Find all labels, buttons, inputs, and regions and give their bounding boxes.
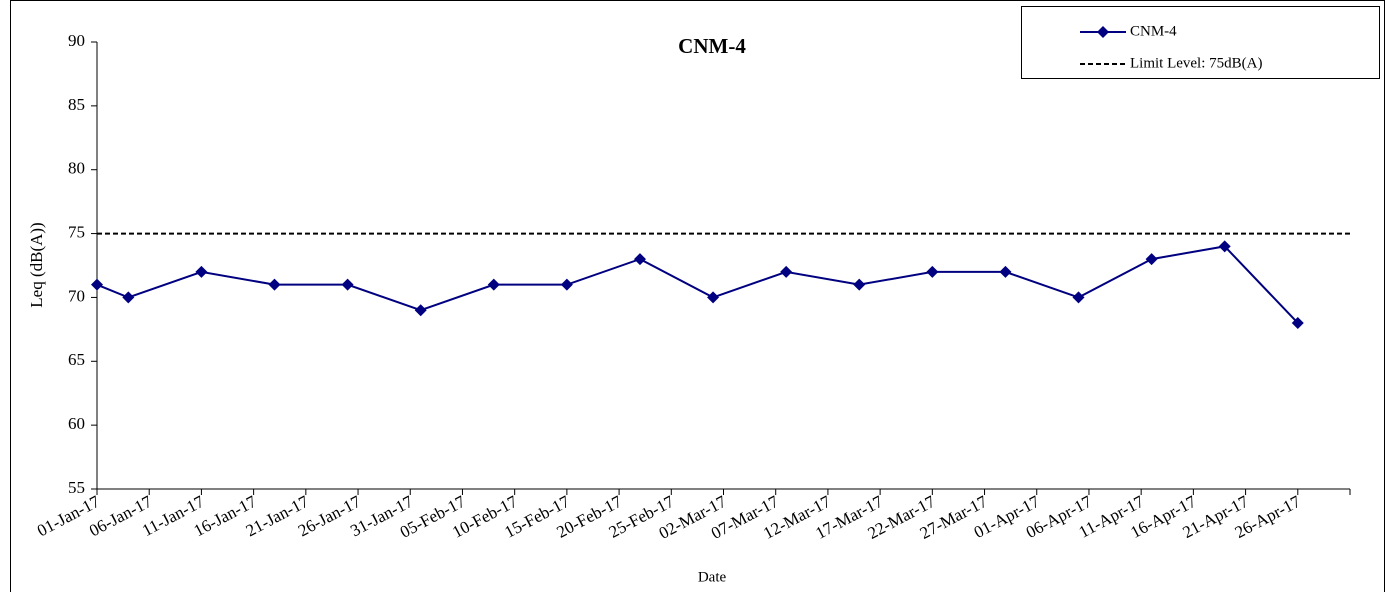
data-point <box>926 265 939 278</box>
y-tick-label: 85 <box>68 95 85 114</box>
data-point <box>999 265 1012 278</box>
data-point <box>487 278 500 291</box>
y-axis-label: Leq (dB(A)) <box>27 222 46 307</box>
x-axis-label: Date <box>698 569 727 585</box>
legend-label: CNM-4 <box>1130 23 1177 39</box>
y-tick-label: 90 <box>68 31 85 50</box>
legend-box <box>1021 6 1380 79</box>
data-point <box>707 291 720 304</box>
data-point <box>268 278 281 291</box>
chart-title: CNM-4 <box>678 34 746 58</box>
chart-border <box>10 0 1385 592</box>
data-point <box>1218 240 1231 253</box>
data-point <box>560 278 573 291</box>
data-point <box>195 265 208 278</box>
data-point <box>1072 291 1085 304</box>
y-tick-label: 60 <box>68 414 85 433</box>
data-point <box>780 265 793 278</box>
y-tick-label: 75 <box>68 222 85 241</box>
data-point <box>853 278 866 291</box>
data-point <box>341 278 354 291</box>
data-point <box>91 278 103 291</box>
data-point <box>1145 253 1158 266</box>
y-tick-label: 80 <box>68 159 85 178</box>
y-tick-label: 65 <box>68 350 85 369</box>
data-point <box>633 253 646 266</box>
data-point <box>122 291 135 304</box>
y-tick-label: 55 <box>68 478 85 497</box>
data-point <box>414 304 427 317</box>
series-line <box>96 245 1299 324</box>
legend-marker <box>1097 26 1109 38</box>
y-tick-label: 70 <box>68 286 85 305</box>
data-point <box>1291 316 1304 329</box>
legend-label: Limit Level: 75dB(A) <box>1130 55 1262 71</box>
